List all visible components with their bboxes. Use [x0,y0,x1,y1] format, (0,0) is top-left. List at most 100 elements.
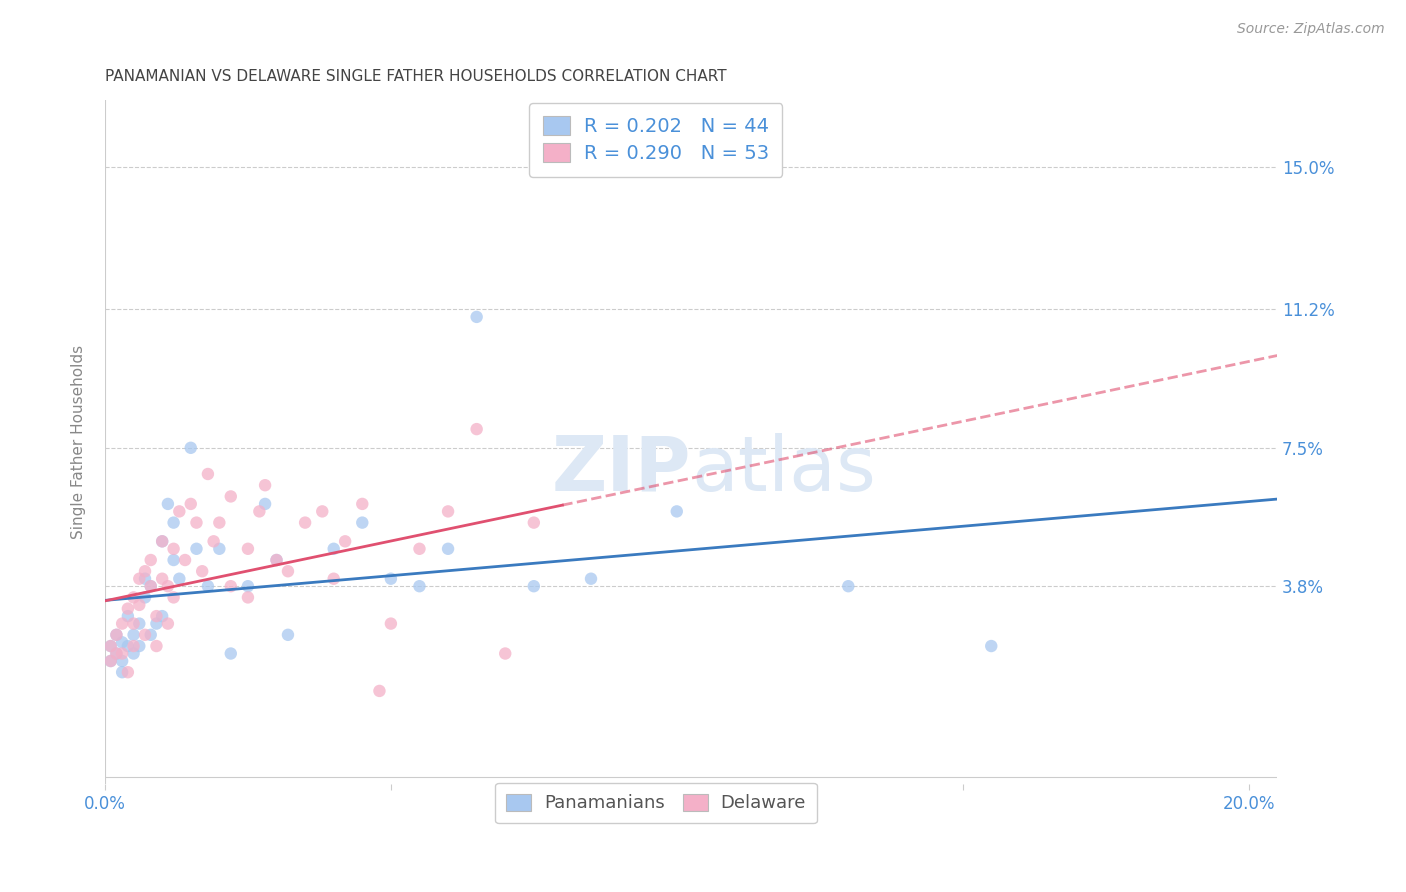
Point [465,310,488,324]
Point [139,628,162,642]
Point [247,504,270,518]
Point [145,639,167,653]
Point [191,564,214,578]
Point [254,478,277,492]
Y-axis label: Single Father Households: Single Father Households [72,345,86,540]
Point [465,422,488,436]
Point [277,628,299,642]
Point [523,516,546,530]
Point [322,541,344,556]
Point [117,639,139,653]
Point [105,647,128,661]
Point [134,628,156,642]
Point [150,534,173,549]
Point [111,616,134,631]
Point [128,639,150,653]
Point [236,591,259,605]
Point [162,541,184,556]
Legend: Panamanians, Delaware: Panamanians, Delaware [495,783,817,823]
Point [156,616,179,631]
Point [437,504,460,518]
Point [122,591,145,605]
Point [111,647,134,661]
Point [169,572,191,586]
Point [579,572,602,586]
Point [105,647,128,661]
Point [100,654,122,668]
Point [494,647,516,661]
Point [117,609,139,624]
Point [139,579,162,593]
Point [156,497,179,511]
Point [117,665,139,680]
Point [408,579,430,593]
Point [111,635,134,649]
Point [122,647,145,661]
Point [117,601,139,615]
Point [100,639,122,653]
Point [122,628,145,642]
Point [169,504,191,518]
Point [219,490,242,504]
Point [162,553,184,567]
Point [236,541,259,556]
Point [266,553,288,567]
Point [980,639,1002,653]
Point [266,553,288,567]
Point [134,591,156,605]
Point [180,441,202,455]
Point [254,497,277,511]
Point [111,654,134,668]
Point [219,647,242,661]
Point [128,598,150,612]
Point [333,534,356,549]
Point [380,616,402,631]
Point [180,497,202,511]
Point [294,516,316,530]
Point [202,534,225,549]
Point [311,504,333,518]
Point [105,628,128,642]
Point [105,628,128,642]
Point [162,516,184,530]
Point [665,504,688,518]
Point [150,609,173,624]
Point [134,572,156,586]
Point [368,684,391,698]
Point [197,467,219,481]
Text: ZIP: ZIP [551,433,692,507]
Point [145,609,167,624]
Point [197,579,219,593]
Point [150,534,173,549]
Point [277,564,299,578]
Point [111,665,134,680]
Point [128,616,150,631]
Point [186,541,208,556]
Point [352,516,374,530]
Point [236,579,259,593]
Point [352,497,374,511]
Text: PANAMANIAN VS DELAWARE SINGLE FATHER HOUSEHOLDS CORRELATION CHART: PANAMANIAN VS DELAWARE SINGLE FATHER HOU… [105,69,727,84]
Point [408,541,430,556]
Point [186,516,208,530]
Point [174,553,197,567]
Point [208,516,231,530]
Point [437,541,460,556]
Point [156,579,179,593]
Point [122,639,145,653]
Point [208,541,231,556]
Point [150,572,173,586]
Point [837,579,859,593]
Point [100,639,122,653]
Text: atlas: atlas [692,433,876,507]
Point [128,572,150,586]
Text: Source: ZipAtlas.com: Source: ZipAtlas.com [1237,22,1385,37]
Point [145,616,167,631]
Point [523,579,546,593]
Point [134,564,156,578]
Point [380,572,402,586]
Point [100,654,122,668]
Point [139,553,162,567]
Point [219,579,242,593]
Point [122,616,145,631]
